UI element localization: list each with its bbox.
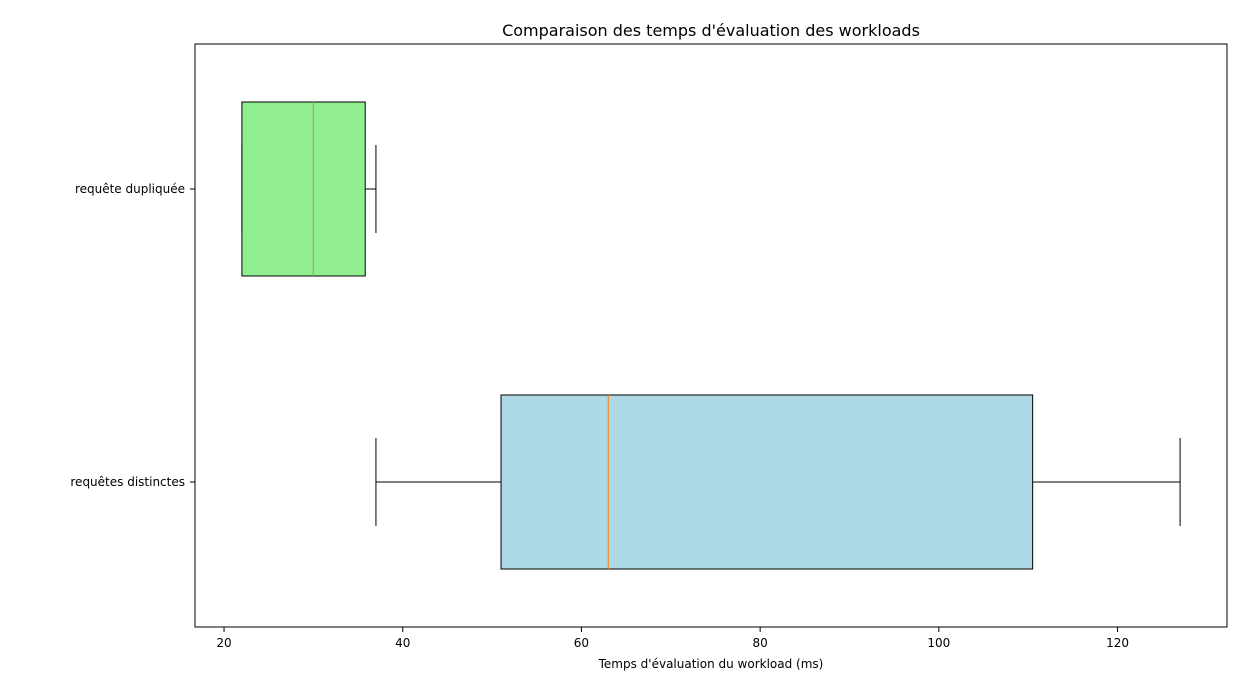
chart-title: Comparaison des temps d'évaluation des w… (502, 21, 920, 40)
box-1 (375, 394, 1181, 570)
box-0 (241, 101, 377, 277)
x-tick-label: 60 (574, 636, 589, 650)
plot-frame (194, 43, 1228, 628)
box-iqr (500, 394, 1034, 570)
box-iqr (241, 101, 366, 277)
y-tick-label: requête dupliquée (75, 182, 185, 196)
x-tick-label: 100 (927, 636, 950, 650)
plot-area (241, 101, 1181, 570)
y-tick-label: requêtes distinctes (70, 475, 185, 489)
x-tick-label: 80 (753, 636, 768, 650)
y-axis: requête dupliquée requêtes distinctes (70, 182, 195, 489)
x-tick-label: 40 (395, 636, 410, 650)
x-tick-label: 20 (216, 636, 231, 650)
x-axis: 20 40 60 80 100 120 (216, 627, 1129, 650)
x-axis-label: Temps d'évaluation du workload (ms) (598, 657, 824, 671)
x-tick-label: 120 (1106, 636, 1129, 650)
